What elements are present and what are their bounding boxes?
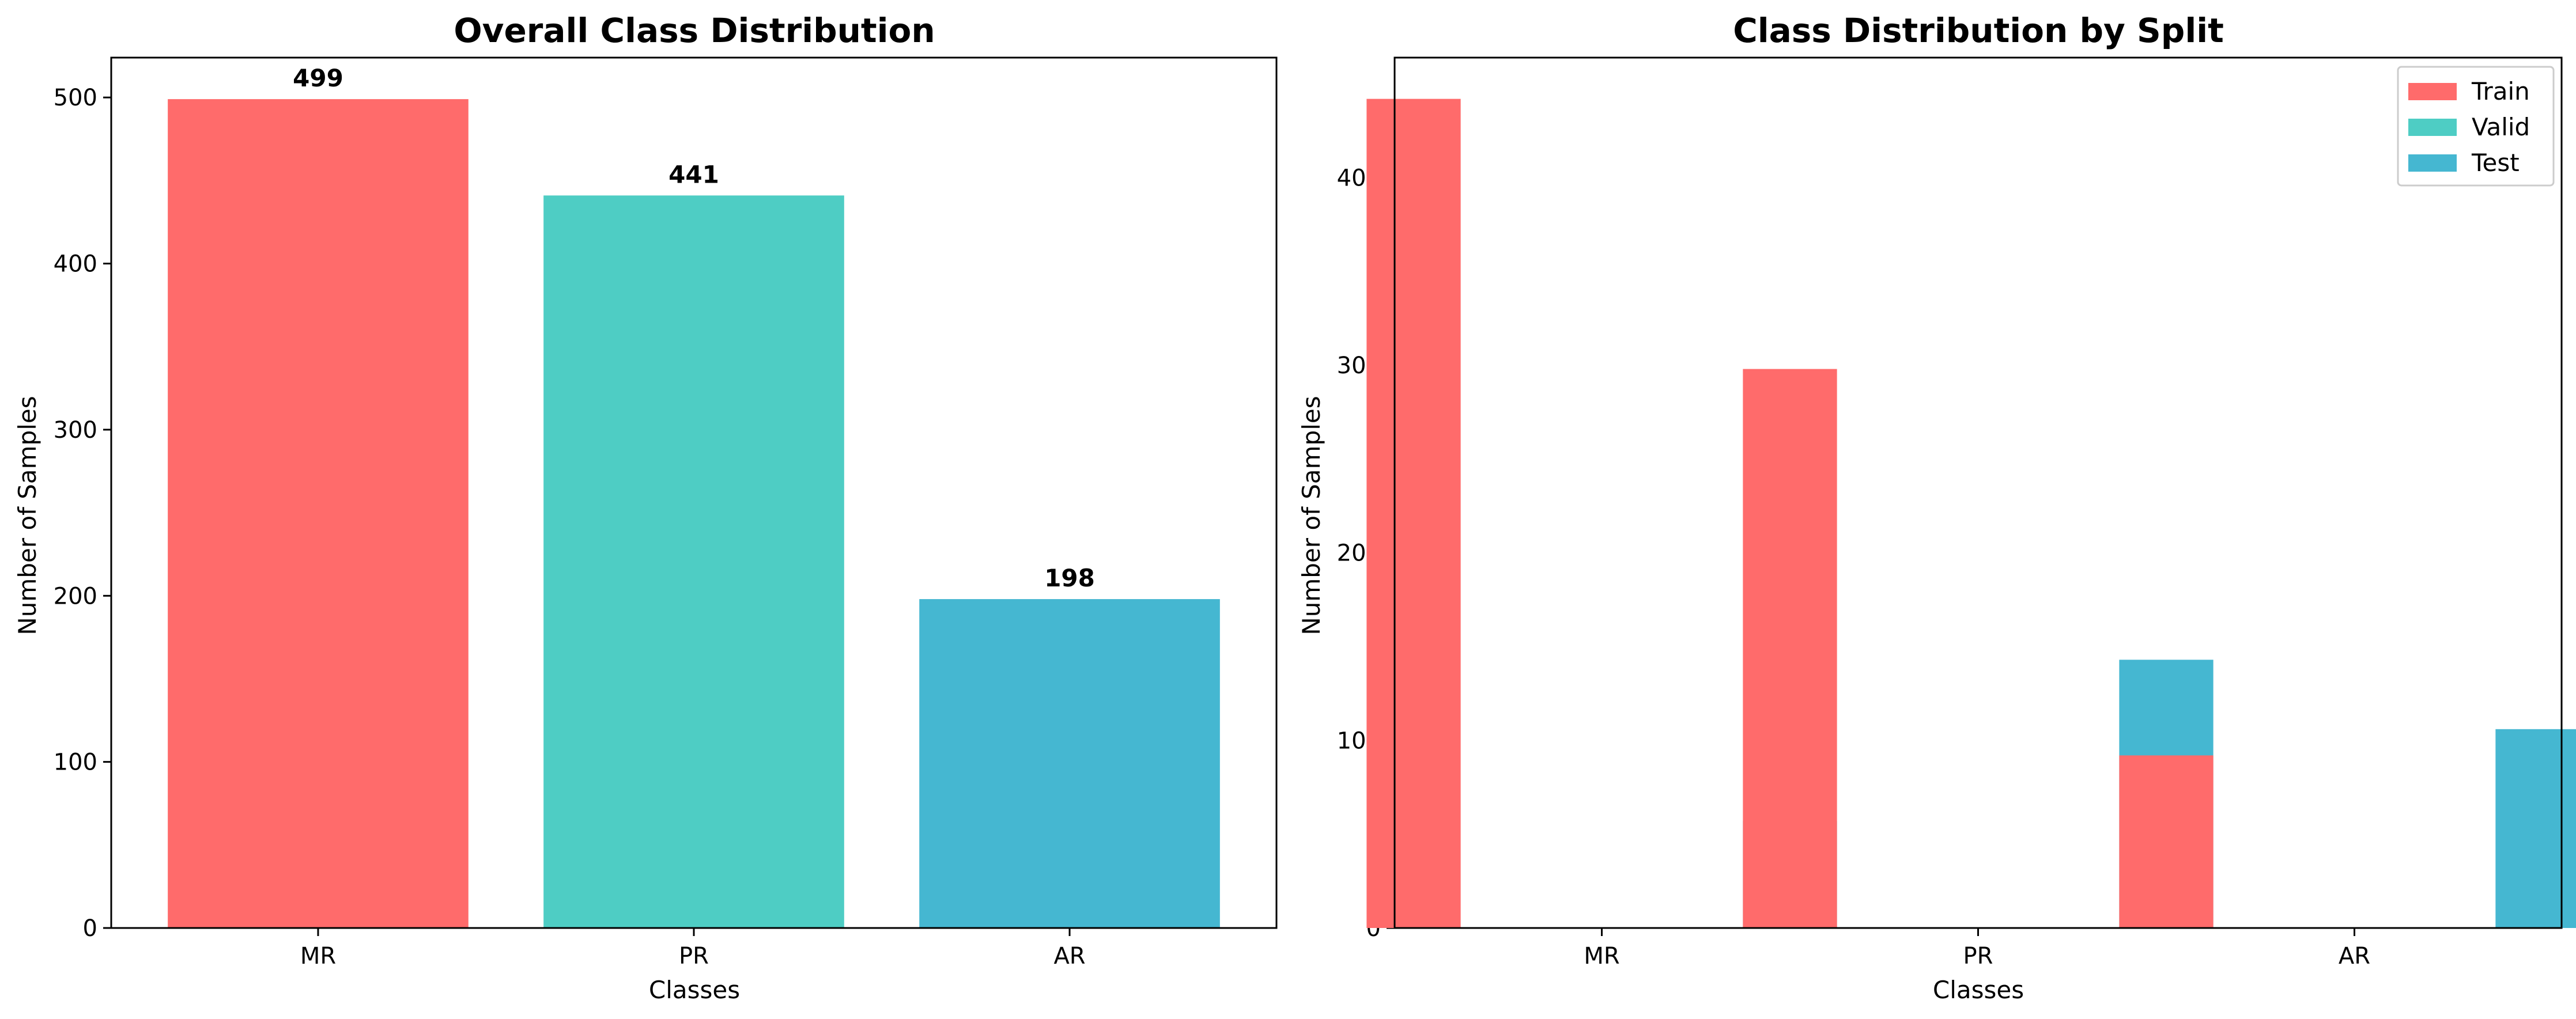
chart1-xtick-label: MR: [300, 943, 336, 969]
chart1-ytick-label: 0: [83, 915, 97, 942]
chart2-xtick-label: AR: [2339, 943, 2370, 969]
chart-class-distribution-by-split: Class Distribution by Split 010020030040…: [1297, 11, 2576, 1004]
chart1-ylabel: Number of Samples: [13, 396, 41, 635]
chart1-bar-ar: [919, 599, 1220, 928]
chart1-ytick-label: 400: [54, 251, 97, 278]
chart1-data-label: 499: [293, 64, 343, 92]
chart2-legend-swatch-valid: [2408, 119, 2457, 136]
chart2-legend-label-train: Train: [2471, 77, 2530, 105]
chart1-bar-pr: [543, 195, 844, 929]
chart2-title: Class Distribution by Split: [1733, 11, 2224, 50]
chart2-xtick-label: MR: [1584, 943, 1619, 969]
chart1-ytick-label: 300: [54, 417, 97, 444]
chart1-title: Overall Class Distribution: [454, 11, 935, 50]
chart1-bar-mr: [168, 99, 469, 928]
chart2-legend-swatch-train: [2408, 83, 2457, 100]
chart2-bar-train-mr: [1366, 99, 1461, 929]
chart1-xtick-label: AR: [1053, 943, 1085, 969]
chart1-axes-frame: [110, 56, 1278, 929]
chart2-xtick-label: PR: [1963, 943, 1993, 969]
chart2-legend-swatch-test: [2408, 154, 2457, 172]
chart1-data-label: 198: [1044, 564, 1095, 592]
chart2-ylabel: Number of Samples: [1297, 396, 1325, 635]
chart2-legend: Train Valid Test: [2397, 66, 2555, 187]
chart2-axes-frame: [1393, 56, 2563, 929]
chart1-ytick-label: 100: [54, 749, 97, 776]
chart2-bar-test-ar: [2495, 729, 2576, 928]
chart2-legend-label-test: Test: [2471, 149, 2520, 177]
chart2-legend-label-valid: Valid: [2472, 113, 2530, 141]
chart-overall-class-distribution: Overall Class Distribution 0 100 200 300 400…: [13, 11, 1278, 1004]
chart1-ytick-label: 200: [54, 583, 97, 609]
chart2-bar-train-pr: [1743, 369, 1837, 928]
chart2-xlabel: Classes: [1933, 976, 2024, 1004]
chart1-data-label: 441: [668, 160, 719, 188]
chart1-xlabel: Classes: [649, 976, 740, 1004]
chart1-xtick-label: PR: [679, 943, 709, 969]
chart1-ytick-label: 500: [54, 85, 97, 111]
chart2-bar-train-ar: [2119, 755, 2214, 928]
